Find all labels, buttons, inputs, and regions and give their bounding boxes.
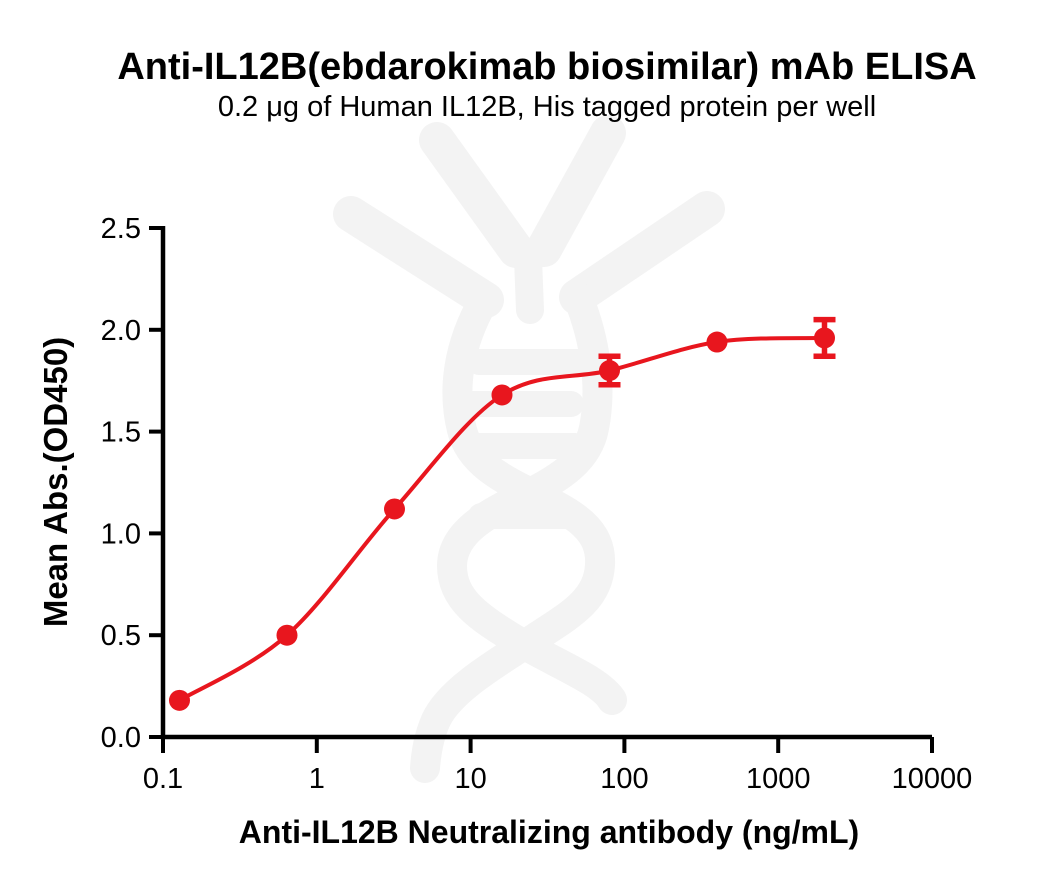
x-tick-label: 10000 [892, 763, 973, 795]
y-tick-label: 0.5 [101, 620, 141, 652]
data-point-marker [276, 624, 298, 646]
y-tick-label: 0.0 [101, 722, 141, 754]
y-tick-label: 1.0 [101, 518, 141, 550]
x-tick-label: 100 [600, 763, 648, 795]
data-point-marker [491, 384, 513, 406]
y-tick-label: 2.0 [101, 315, 141, 347]
x-tick-label: 1 [309, 763, 325, 795]
data-point-marker [706, 331, 728, 353]
data-point-marker [813, 327, 835, 349]
chart-subtitle: 0.2 μg of Human IL12B, His tagged protei… [218, 91, 876, 123]
data-point-marker [383, 498, 405, 520]
y-tick-label: 2.5 [101, 213, 141, 245]
x-tick-label: 0.1 [143, 763, 183, 795]
x-tick-label: 10 [454, 763, 486, 795]
chart-title: Anti-IL12B(ebdarokimab biosimilar) mAb E… [117, 46, 976, 88]
y-tick-label: 1.5 [101, 417, 141, 449]
x-axis-label: Anti-IL12B Neutralizing antibody (ng/mL) [239, 814, 859, 850]
data-point-marker [168, 689, 190, 711]
data-point-marker [598, 360, 620, 382]
antibody-dna-watermark-icon [333, 115, 725, 783]
data-series [168, 316, 836, 711]
x-tick-label: 1000 [746, 763, 811, 795]
axes: 0.0 0.5 1.0 1.5 2.0 2.5 0.1 1 10 100 1000 10000 [101, 213, 973, 795]
y-axis-label: Mean Abs.(OD450) [37, 337, 74, 627]
